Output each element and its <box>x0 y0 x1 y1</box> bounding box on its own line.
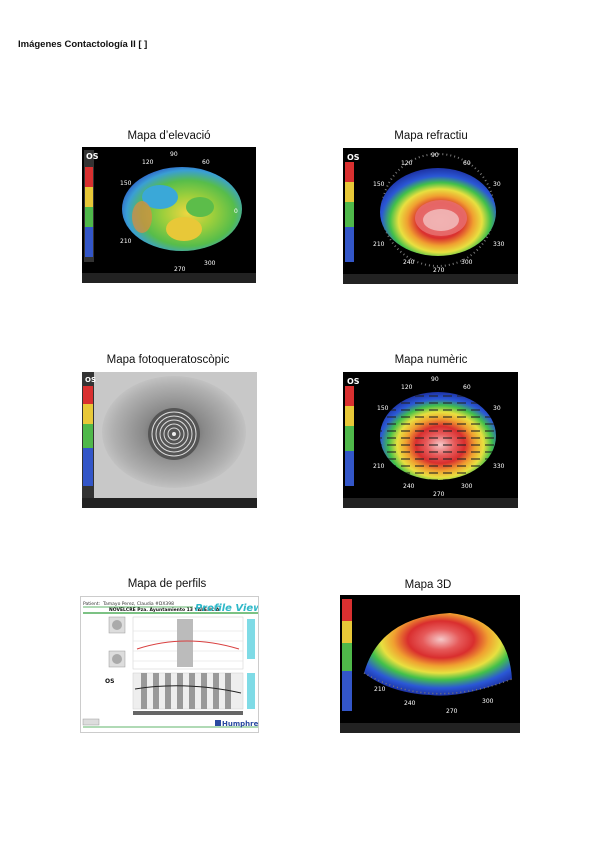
degree-label: 270 <box>433 267 445 274</box>
patient-name: Tamayo Perez, Claudia #DX398 <box>102 601 174 607</box>
profile-view-title: Profile View <box>195 603 259 614</box>
degree-label: 120 <box>142 159 154 166</box>
degree-label: 330 <box>493 241 505 248</box>
caption-3d-map: Mapa 3D <box>404 579 452 591</box>
refractive-map-image: OS 90 120 60 150 30 210 330 240 300 270 <box>343 148 518 284</box>
caption-photokeratoscopic-map: Mapa fotoqueratoscòpic <box>106 354 230 366</box>
degree-label: 30 <box>493 181 501 188</box>
elevation-map-image: OS 90 120 60 150 0 210 300 270 <box>82 147 256 283</box>
degree-label: 210 <box>374 686 386 693</box>
degree-label: 270 <box>433 491 445 498</box>
map-3d-image: 210 240 270 300 <box>340 595 520 733</box>
caption-numeric-map: Mapa numèric <box>394 354 468 366</box>
eye-label: OS <box>105 678 114 685</box>
degree-label: 210 <box>373 463 385 470</box>
numeric-map-image: OS 90 120 60 150 30 210 330 240 300 270 <box>343 372 518 508</box>
degree-label: 120 <box>401 160 413 167</box>
degree-label: 240 <box>404 700 416 707</box>
caption-refractive-map: Mapa refractiu <box>394 130 468 142</box>
eye-label: OS <box>347 377 360 386</box>
document-title: Imágenes Contactología II [ ] <box>18 39 148 50</box>
patient-label: Patient: <box>83 601 100 607</box>
degree-label: 90 <box>431 152 439 159</box>
caption-profile-map: Mapa de perfils <box>127 578 207 590</box>
patient-address: NOVELCRE Pza. Ayuntamiento 13 VALENCIA <box>109 607 220 613</box>
degree-label: 60 <box>463 160 471 167</box>
degree-label: 330 <box>493 463 505 470</box>
degree-label: 240 <box>403 483 415 490</box>
eye-label: OS <box>85 376 96 384</box>
degree-label: 60 <box>202 159 210 166</box>
degree-label: 60 <box>463 384 471 391</box>
degree-label: 120 <box>401 384 413 391</box>
degree-label: 300 <box>461 483 473 490</box>
caption-elevation-map: Mapa d’elevació <box>127 130 211 142</box>
profile-map-image: Patient: Tamayo Perez, Claudia #DX398 NO… <box>80 596 259 733</box>
degree-label: 300 <box>461 259 473 266</box>
degree-label: 30 <box>493 405 501 412</box>
degree-label: 300 <box>204 260 216 267</box>
degree-label: 90 <box>431 376 439 383</box>
degree-label: 210 <box>373 241 385 248</box>
degree-label: 270 <box>174 266 186 273</box>
eye-label: OS <box>347 153 360 162</box>
degree-label: 150 <box>377 405 389 412</box>
degree-label: 300 <box>482 698 494 705</box>
degree-label: 240 <box>403 259 415 266</box>
eye-label: OS <box>86 152 99 161</box>
degree-label: 0 <box>234 208 238 215</box>
degree-label: 210 <box>120 238 132 245</box>
degree-label: 150 <box>120 180 132 187</box>
photokeratoscopic-map-image: OS <box>82 372 257 508</box>
degree-label: 270 <box>446 708 458 715</box>
degree-label: 90 <box>170 151 178 158</box>
humphrey-logo: Humphrey <box>222 720 259 728</box>
degree-label: 150 <box>373 181 385 188</box>
